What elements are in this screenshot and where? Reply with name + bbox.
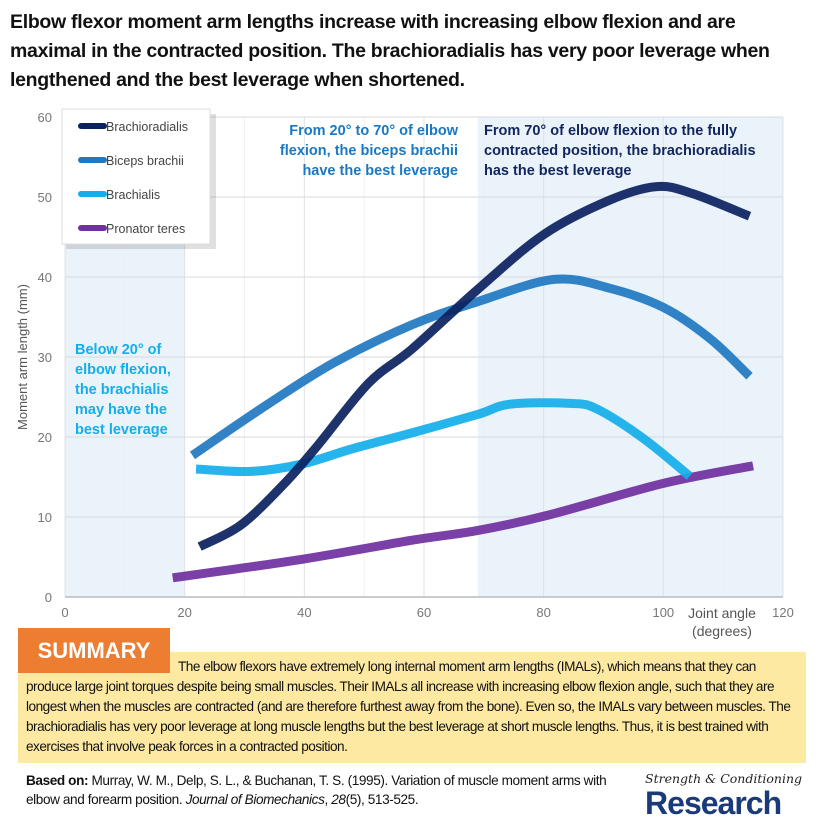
- x-tick-label: 40: [297, 605, 311, 620]
- citation-authors: Murray, W. M., Delp, S. L., & Buchanan, …: [26, 773, 607, 807]
- series-line-brachioradialis: [197, 181, 752, 551]
- citation: Based on: Murray, W. M., Delp, S. L., & …: [18, 771, 626, 809]
- annotation-brachialis: Below 20° of: [75, 342, 162, 358]
- x-axis-label: (degrees): [692, 623, 752, 639]
- y-axis-label: Moment arm length (mm): [15, 284, 30, 430]
- logo-tagline: Strength & Conditioning: [645, 771, 802, 786]
- legend: [61, 108, 211, 245]
- x-tick-label: 100: [652, 605, 674, 620]
- y-tick-label: 60: [38, 110, 52, 125]
- y-tick-label: 40: [38, 270, 52, 285]
- legend-label: Pronator teres: [106, 222, 185, 236]
- annotation-brachialis: the brachialis: [75, 382, 168, 398]
- legend-label: Biceps brachii: [106, 154, 184, 168]
- annotation-biceps: flexion, the biceps brachii: [280, 143, 458, 159]
- citation-label: Based on:: [26, 773, 89, 788]
- logo: Strength & Conditioning Research: [645, 771, 802, 819]
- annotation-brachialis: best leverage: [75, 422, 168, 438]
- series-line-biceps-brachii: [189, 274, 753, 460]
- series-line-brachialis: [195, 398, 693, 480]
- y-tick-label: 20: [38, 430, 52, 445]
- x-tick-label: 120: [772, 605, 794, 620]
- series-line-pronator-teres: [172, 461, 754, 583]
- citation-journal: Journal of Biomechanics: [185, 792, 325, 807]
- x-tick-label: 80: [536, 605, 550, 620]
- annotation-brachioradialis: contracted position, the brachioradialis: [484, 143, 756, 159]
- page-title: Elbow flexor moment arm lengths increase…: [10, 11, 770, 91]
- bottom-section: The elbow flexors have extremely long in…: [18, 652, 806, 819]
- line-chart: 0 10 20 30 40 50 60 0 20 40 60 80 100 120 Moment arm l…: [15, 108, 794, 639]
- annotation-brachioradialis: has the best leverage: [484, 163, 632, 179]
- y-tick-label: 30: [38, 350, 52, 365]
- annotation-brachialis: may have the: [75, 402, 167, 418]
- x-tick-label: 20: [177, 605, 191, 620]
- annotation-biceps: have the best leverage: [302, 163, 458, 179]
- annotation-brachialis: elbow flexion,: [75, 362, 171, 378]
- summary-text: The elbow flexors have extremely long in…: [26, 659, 791, 754]
- x-tick-label: 0: [61, 605, 68, 620]
- x-axis-label: Joint angle: [688, 605, 756, 621]
- annotation-brachioradialis: From 70° of elbow flexion to the fully: [484, 123, 737, 139]
- y-tick-label: 50: [38, 190, 52, 205]
- citation-rest: (5), 513-525.: [345, 792, 419, 807]
- logo-name: Research: [645, 785, 782, 820]
- legend-label: Brachialis: [106, 188, 160, 202]
- annotation-biceps: From 20° to 70° of elbow: [289, 123, 458, 139]
- footer: Based on: Murray, W. M., Delp, S. L., & …: [18, 771, 806, 819]
- summary-label: SUMMARY: [18, 628, 170, 673]
- x-tick-label: 60: [417, 605, 431, 620]
- y-tick-label: 0: [45, 590, 52, 605]
- citation-volume: 28: [331, 792, 346, 807]
- citation-sep: ,: [324, 792, 332, 807]
- legend-label: Brachioradialis: [106, 120, 188, 134]
- y-tick-label: 10: [38, 510, 52, 525]
